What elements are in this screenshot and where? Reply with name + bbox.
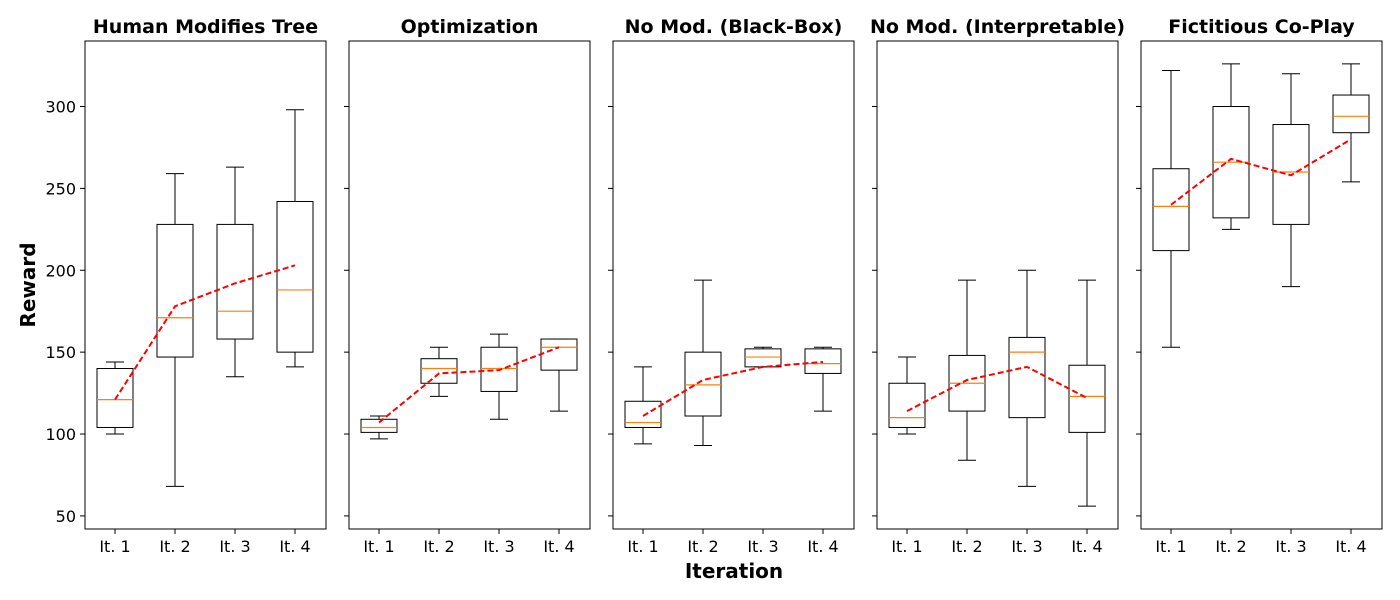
box-4 bbox=[276, 109, 314, 368]
box-3 bbox=[744, 346, 782, 368]
x-tick-label: It. 2 bbox=[1215, 537, 1246, 556]
iqr-box bbox=[216, 223, 254, 340]
iqr-box bbox=[276, 200, 314, 353]
panel-title: Fictitious Co-Play bbox=[1168, 16, 1355, 38]
iqr-box bbox=[624, 400, 662, 428]
x-tick-label: It. 3 bbox=[483, 537, 514, 556]
iqr-box bbox=[360, 418, 398, 433]
panels-group: Human Modifies Tree 50 100 150 200 250 300 It. … bbox=[45, 16, 1383, 556]
x-tick-label: It. 4 bbox=[1335, 537, 1366, 556]
box-1 bbox=[96, 361, 134, 435]
panel-frame bbox=[84, 40, 327, 530]
box-3 bbox=[1008, 269, 1046, 487]
box-1 bbox=[1152, 69, 1190, 348]
iqr-box bbox=[1152, 168, 1190, 252]
y-tick-label: 50 bbox=[56, 507, 76, 526]
box-2 bbox=[156, 173, 194, 487]
x-tick-label: It. 2 bbox=[159, 537, 190, 556]
iqr-box bbox=[1272, 124, 1310, 225]
y-tick-label: 300 bbox=[45, 98, 76, 117]
y-tick-label: 100 bbox=[45, 425, 76, 444]
x-tick-label: It. 2 bbox=[423, 537, 454, 556]
x-tick-label: It. 1 bbox=[627, 537, 658, 556]
x-tick-label: It. 4 bbox=[279, 537, 310, 556]
y-tick-label: 250 bbox=[45, 179, 76, 198]
panel-title: No Mod. (Interpretable) bbox=[870, 16, 1125, 38]
x-tick-label: It. 3 bbox=[1011, 537, 1042, 556]
box-2 bbox=[948, 279, 986, 461]
mean-trend-line bbox=[378, 346, 560, 424]
box-3 bbox=[1272, 73, 1310, 288]
x-tick-label: It. 3 bbox=[747, 537, 778, 556]
box-4 bbox=[1332, 63, 1370, 183]
panel-title: Optimization bbox=[401, 16, 539, 38]
mean-trend-line bbox=[642, 360, 824, 417]
y-tick-label: 200 bbox=[45, 261, 76, 280]
iqr-box bbox=[744, 348, 782, 368]
x-tick-label: It. 3 bbox=[219, 537, 250, 556]
iqr-box bbox=[1332, 94, 1370, 134]
box-1 bbox=[624, 366, 662, 445]
iqr-box bbox=[540, 338, 578, 371]
mean-trend-line bbox=[906, 365, 1088, 412]
box-4 bbox=[804, 346, 842, 412]
x-tick-label: It. 1 bbox=[891, 537, 922, 556]
x-tick-label: It. 1 bbox=[99, 537, 130, 556]
iqr-box bbox=[1068, 364, 1106, 433]
panel-2: Optimization It. 1 It. 2 It. 3 It. 4 bbox=[344, 16, 591, 556]
box-4 bbox=[1068, 279, 1106, 507]
box-1 bbox=[360, 415, 398, 440]
box-2 bbox=[420, 346, 458, 397]
iqr-box bbox=[156, 223, 194, 358]
x-tick-label: It. 2 bbox=[687, 537, 718, 556]
panel-4: No Mod. (Interpretable) It. 1 It. 2 It. 3 It… bbox=[870, 16, 1125, 556]
panel-frame bbox=[348, 40, 591, 530]
panel-3: No Mod. (Black-Box) It. 1 It. 2 It. 3 It. 4 bbox=[608, 16, 855, 556]
x-tick-label: It. 4 bbox=[807, 537, 838, 556]
panel-frame bbox=[876, 40, 1119, 530]
x-tick-label: It. 4 bbox=[543, 537, 574, 556]
x-tick-label: It. 1 bbox=[363, 537, 394, 556]
panel-5: Fictitious Co-Play It. 1 It. 2 It. 3 It. 4 bbox=[1136, 16, 1383, 556]
box-2 bbox=[684, 279, 722, 446]
x-tick-label: It. 1 bbox=[1155, 537, 1186, 556]
iqr-box bbox=[480, 346, 518, 392]
y-axis-label: Reward bbox=[16, 242, 40, 327]
panel-1: Human Modifies Tree 50 100 150 200 250 300 It. … bbox=[45, 16, 327, 556]
x-tick-label: It. 3 bbox=[1275, 537, 1306, 556]
panel-frame bbox=[1140, 40, 1383, 530]
iqr-box bbox=[1008, 336, 1046, 419]
iqr-box bbox=[96, 368, 134, 428]
x-axis-label: Iteration bbox=[685, 559, 783, 583]
box-1 bbox=[888, 356, 926, 435]
box-2 bbox=[1212, 63, 1250, 230]
iqr-box bbox=[684, 351, 722, 417]
iqr-box bbox=[888, 382, 926, 428]
x-tick-label: It. 2 bbox=[951, 537, 982, 556]
x-tick-label: It. 4 bbox=[1071, 537, 1102, 556]
mean-trend-line bbox=[1170, 138, 1352, 206]
panel-frame bbox=[612, 40, 855, 530]
iqr-box bbox=[804, 348, 842, 374]
mean-trend-line bbox=[114, 264, 296, 401]
iqr-box bbox=[420, 358, 458, 384]
panel-title: Human Modifies Tree bbox=[93, 16, 318, 38]
box-3 bbox=[480, 333, 518, 420]
box-3 bbox=[216, 166, 254, 378]
y-tick-label: 150 bbox=[45, 343, 76, 362]
panel-title: No Mod. (Black-Box) bbox=[625, 16, 843, 38]
box-4 bbox=[540, 338, 578, 412]
